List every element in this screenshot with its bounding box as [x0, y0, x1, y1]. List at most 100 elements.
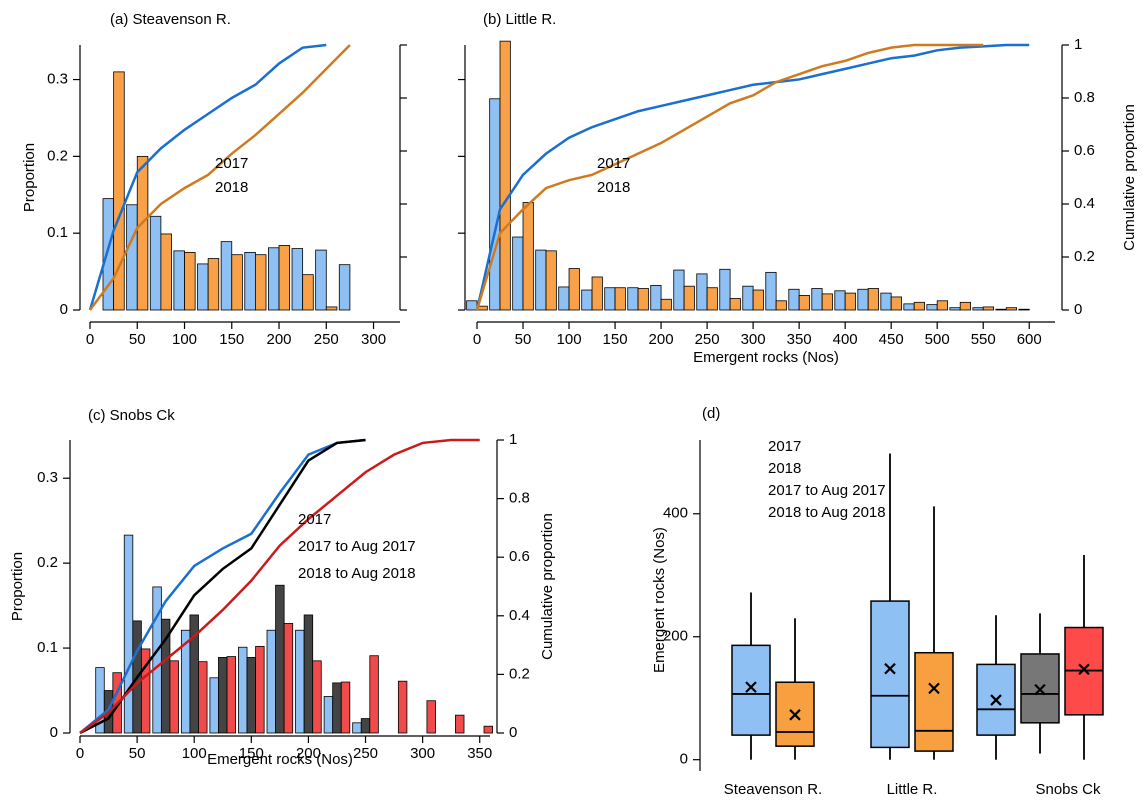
bar — [369, 655, 379, 734]
bar — [867, 288, 879, 311]
x-tick-label: 150 — [603, 331, 628, 348]
y2-tick-label: 1 — [509, 431, 517, 448]
bar — [821, 293, 833, 311]
bar — [455, 714, 465, 734]
y2-tick-label: 0 — [509, 724, 517, 741]
y-tick-label: 0.3 — [37, 469, 58, 486]
bar — [696, 273, 708, 311]
x-tick-label: 50 — [515, 331, 532, 348]
bar — [113, 71, 125, 311]
y2-axis-label: Cumulative proportion — [1121, 104, 1138, 251]
x-tick-label: 600 — [1017, 331, 1042, 348]
y-tick-label: 0 — [680, 751, 688, 768]
bar — [834, 290, 846, 311]
x-tick-label: 0 — [86, 331, 94, 348]
legend-label: 2018 to Aug 2018 — [298, 565, 416, 582]
bar — [683, 285, 695, 311]
bar — [397, 680, 408, 734]
y-tick-label: 0.2 — [37, 554, 58, 571]
y-tick-label: 0 — [60, 301, 68, 318]
mean-marker — [990, 694, 1002, 706]
bar — [466, 300, 478, 311]
y2-tick-label: 0.8 — [1074, 89, 1095, 106]
bar — [302, 274, 314, 311]
bar — [949, 307, 961, 311]
bar — [246, 657, 256, 734]
bar — [558, 286, 570, 311]
bar — [283, 623, 294, 734]
bar — [255, 645, 265, 734]
y-axis-label: Emergent rocks (Nos) — [651, 527, 668, 673]
bar — [719, 268, 731, 311]
cumulative-line — [79, 438, 366, 734]
y2-tick-label: 1 — [1074, 36, 1082, 53]
box — [914, 651, 954, 752]
bar — [604, 287, 616, 311]
legend-label: 2018 to Aug 2018 — [768, 504, 886, 521]
box — [731, 644, 771, 736]
y-tick-label: 0.1 — [47, 224, 68, 241]
bar — [332, 682, 342, 734]
mean-marker — [745, 681, 757, 693]
bar — [315, 249, 327, 311]
x-category-label: Snobs Ck — [1035, 781, 1101, 798]
bar — [535, 249, 547, 311]
bar — [295, 629, 305, 734]
y-axis-label: Proportion — [9, 552, 26, 621]
bar — [238, 646, 248, 734]
bar — [275, 584, 285, 734]
bar — [169, 660, 179, 734]
bar — [489, 98, 501, 311]
bar — [591, 276, 603, 311]
page: {"chart_data": [ {"type": "bar", "title"… — [8, 10, 1138, 798]
y2-tick-label: 0.2 — [509, 665, 530, 682]
bar — [325, 306, 338, 311]
bar — [220, 241, 233, 311]
bar — [798, 295, 810, 311]
panel-title: (a) Steavenson R. — [110, 11, 231, 28]
x-tick-label: 200 — [267, 331, 292, 348]
y2-tick-label: 0.6 — [509, 548, 530, 565]
bar — [752, 289, 764, 311]
x-tick-label: 500 — [925, 331, 950, 348]
panel-title: (b) Little R. — [483, 11, 556, 28]
x-tick-label: 50 — [129, 331, 146, 348]
x-tick-label: 100 — [172, 331, 197, 348]
bar — [267, 247, 280, 311]
x-tick-label: 50 — [129, 745, 146, 762]
bar — [207, 258, 220, 311]
x-tick-label: 350 — [787, 331, 812, 348]
bar — [244, 251, 256, 311]
legend-label: 2018 — [215, 179, 248, 196]
bar — [184, 251, 196, 311]
bar — [209, 677, 219, 734]
x-tick-label: 300 — [361, 331, 386, 348]
bar — [278, 245, 291, 311]
legend-label: 2018 — [597, 179, 630, 196]
y2-tick-label: 0 — [1074, 301, 1082, 318]
y2-tick-label: 0.2 — [1074, 248, 1095, 265]
bar — [650, 285, 662, 311]
y-axis-label: Proportion — [21, 143, 38, 212]
bar — [627, 287, 639, 311]
x-tick-label: 450 — [879, 331, 904, 348]
bar — [972, 307, 984, 311]
x-tick-label: 550 — [971, 331, 996, 348]
y-tick-label: 400 — [663, 505, 688, 522]
x-tick-label: 300 — [410, 745, 435, 762]
legend-label: 2018 — [768, 460, 801, 477]
cumulative-line — [475, 43, 984, 311]
bar — [844, 292, 856, 311]
bar — [136, 155, 149, 311]
bar — [765, 271, 777, 311]
y2-tick-label: 0.6 — [1074, 142, 1095, 159]
bar — [775, 300, 787, 311]
bar — [499, 40, 511, 311]
bar — [522, 202, 534, 311]
y-tick-label: 0.2 — [47, 147, 68, 164]
x-category-label: Steavenson R. — [723, 781, 823, 798]
bar — [673, 269, 685, 311]
bar — [266, 629, 276, 734]
x-tick-label: 200 — [649, 331, 674, 348]
y-tick-label: 0 — [50, 724, 58, 741]
